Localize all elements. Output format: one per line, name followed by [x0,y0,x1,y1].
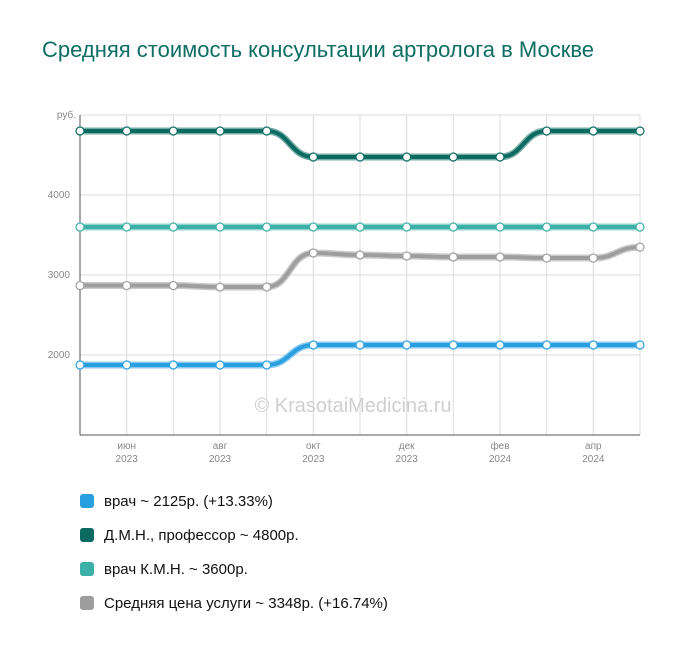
data-point [262,282,272,292]
data-point [75,126,85,136]
data-point [448,152,458,162]
data-point [542,253,552,263]
data-point [75,360,85,370]
data-point [262,222,272,232]
data-point [402,340,412,350]
data-point [215,282,225,292]
data-point [448,222,458,232]
x-tick-label-year: 2023 [209,454,232,465]
grid [79,114,641,435]
data-point [588,340,598,350]
data-point [355,250,365,260]
legend-swatch [80,562,94,576]
data-point [635,340,645,350]
data-point [122,280,132,291]
data-point [308,222,318,232]
legend-label: врач ~ 2125р. (+13.33%) [104,492,273,510]
data-point [308,248,318,258]
legend-swatch [80,528,94,542]
data-point [495,152,505,162]
legend-item: Средняя цена услуги ~ 3348р. (+16.74%) [80,586,388,620]
legend: врач ~ 2125р. (+13.33%) Д.М.Н., профессор… [80,484,388,620]
x-tick-label-month: апр [585,441,602,452]
data-point [262,360,272,370]
legend-label: Д.М.Н., профессор ~ 4800р. [104,526,299,544]
data-point [355,340,365,350]
data-point [402,222,412,232]
data-point [355,222,365,232]
x-tick-label-year: 2023 [396,454,419,465]
legend-item: врач ~ 2125р. (+13.33%) [80,484,388,518]
axes: 2000 3000 4000 руб. июн 2023 авг 2023 окт 2023 дек… [48,109,640,465]
data-point [495,222,505,232]
data-point [588,253,598,263]
y-axis-label: руб. [57,109,76,121]
legend-swatch [80,596,94,610]
x-tick-label-month: дек [399,441,415,452]
data-point [215,222,225,232]
data-point [168,126,178,136]
data-point [588,222,598,232]
legend-item: Д.М.Н., профессор ~ 4800р. [80,518,388,552]
line-chart: © KrasotaiMedicina.ru 2000 3000 4000 руб. ию… [48,109,645,465]
chart-title: Средняя стоимость консультации артролога… [42,37,595,62]
data-point [122,126,132,136]
data-point [355,152,365,162]
data-point [215,360,225,370]
data-point [402,251,412,261]
data-point [402,152,412,162]
y-tick-label: 4000 [48,190,71,201]
data-point [168,360,178,370]
data-point [168,280,178,291]
data-point [75,280,85,291]
data-point [542,126,552,136]
legend-label: Средняя цена услуги ~ 3348р. (+16.74%) [104,594,388,612]
x-tick-label-month: окт [306,441,321,452]
data-point [168,222,178,232]
data-point [448,340,458,350]
data-point [542,222,552,232]
data-point [635,222,645,232]
x-tick-label-year: 2024 [489,454,512,465]
data-point [215,126,225,136]
data-point [495,252,505,262]
x-tick-label-month: фев [490,440,509,452]
x-tick-label-month: авг [213,441,228,452]
data-point [495,340,505,350]
data-point [122,222,132,232]
data-point [308,152,318,162]
x-tick-label-month: июн [117,441,136,452]
y-tick-label: 3000 [48,270,71,281]
data-point [75,222,85,232]
data-point [635,242,645,252]
data-point [262,126,272,136]
x-tick-label-year: 2023 [116,454,139,465]
y-tick-label: 2000 [48,350,71,361]
data-point [635,126,645,136]
data-point [448,252,458,262]
data-point [542,340,552,350]
x-tick-label-year: 2023 [302,454,325,465]
legend-swatch [80,494,94,508]
legend-item: врач К.М.Н. ~ 3600р. [80,552,388,586]
data-point [122,360,132,370]
data-point [588,126,598,136]
data-points [75,126,645,370]
watermark: © KrasotaiMedicina.ru [254,395,451,417]
x-tick-label-year: 2024 [582,454,605,465]
legend-label: врач К.М.Н. ~ 3600р. [104,560,248,578]
data-point [308,340,318,350]
